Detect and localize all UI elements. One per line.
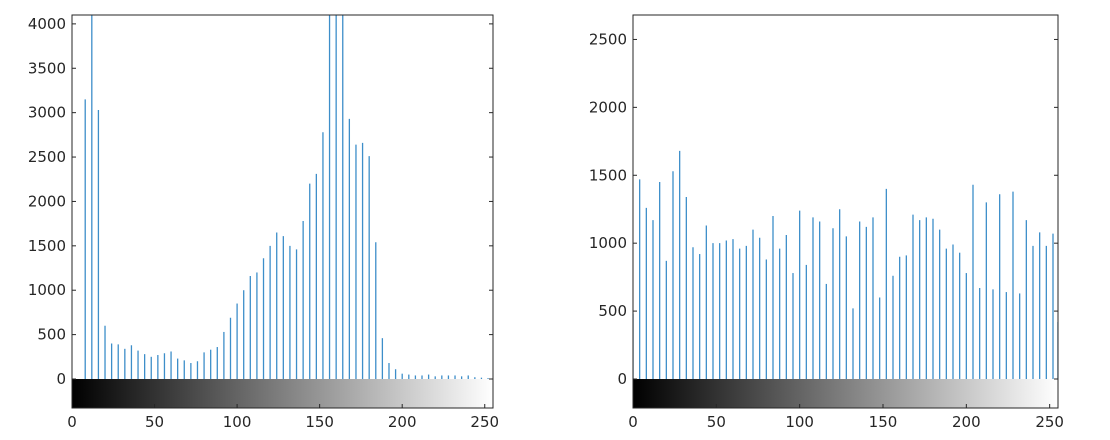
right-histogram-panel: 0 500 1000 1500 2000 2500 0 50 100 150 200 250 (589, 14, 1064, 431)
y-tick-label: 1000 (28, 281, 66, 299)
y-tick-label: 2500 (589, 30, 627, 48)
bars (84, 15, 489, 379)
y-tick-label: 1500 (589, 166, 627, 184)
y-tick-label: 500 (37, 326, 66, 344)
y-tick-label: 1500 (28, 237, 66, 255)
y-tick-label: 3500 (28, 59, 66, 77)
y-tick-label: 4000 (28, 15, 66, 33)
y-tick-label: 0 (56, 370, 66, 388)
left-histogram-panel: 0 500 1000 1500 2000 2500 3000 3500 4000 0 50 100 15… (28, 14, 499, 431)
y-tick-label: 3000 (28, 104, 66, 122)
x-tick-label: 50 (145, 413, 164, 431)
x-tick-label: 150 (869, 413, 898, 431)
x-tick-label: 150 (305, 413, 334, 431)
bars (633, 150, 1058, 379)
grayscale-colorbar (633, 379, 1058, 408)
x-tick-label: 100 (223, 413, 252, 431)
axes-box (71, 14, 494, 409)
x-tick-label: 250 (470, 413, 499, 431)
y-tick-label: 2500 (28, 148, 66, 166)
x-tick-label: 200 (952, 413, 981, 431)
x-tick-label: 50 (707, 413, 726, 431)
y-tick-label: 1000 (589, 234, 627, 252)
x-tick-label: 0 (628, 413, 638, 431)
axes-box (632, 14, 1059, 409)
y-tick-label: 500 (598, 302, 627, 320)
y-tick-label: 0 (617, 370, 627, 388)
grayscale-colorbar (72, 379, 493, 408)
x-tick-label: 250 (1035, 413, 1064, 431)
y-tick-label: 2000 (589, 98, 627, 116)
x-tick-label: 200 (388, 413, 417, 431)
x-tick-label: 0 (67, 413, 77, 431)
y-tick-label: 2000 (28, 192, 66, 210)
x-tick-label: 100 (785, 413, 814, 431)
